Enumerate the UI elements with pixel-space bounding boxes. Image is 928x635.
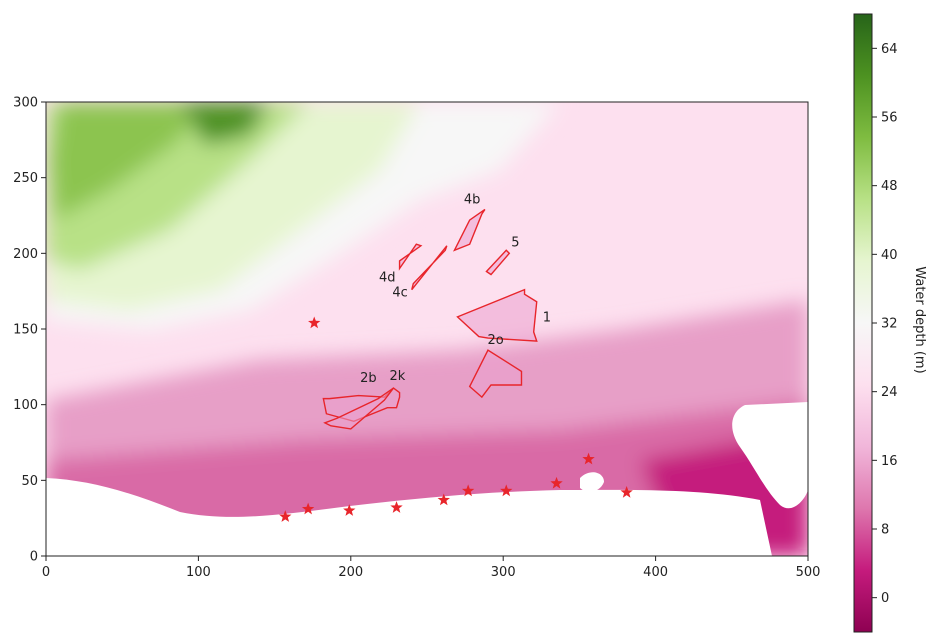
y-tick-label: 0 bbox=[30, 550, 38, 565]
polygon-label-2b: 2b bbox=[360, 371, 377, 386]
survey-polygons bbox=[322, 208, 538, 430]
station-marker bbox=[279, 510, 292, 522]
station-marker bbox=[620, 485, 633, 498]
station-marker bbox=[390, 501, 403, 513]
land-mask-south bbox=[46, 478, 772, 556]
colorbar-tick-label: 48 bbox=[881, 179, 898, 194]
station-marker bbox=[461, 484, 475, 497]
survey-polygon-2k bbox=[323, 387, 395, 430]
colorbar-tick-label: 0 bbox=[881, 591, 889, 606]
colorbar-tick-label: 32 bbox=[881, 317, 898, 332]
survey-polygon-4b bbox=[452, 208, 486, 252]
y-tick-label: 100 bbox=[13, 398, 38, 413]
land-mask-east bbox=[732, 402, 808, 509]
y-axis: 0 50 100 150 200 250 300 bbox=[13, 96, 46, 565]
colorbar-ticks: 0 8 16 24 32 40 48 56 64 bbox=[872, 42, 898, 606]
survey-polygon-2o bbox=[468, 349, 523, 399]
colorbar-tick-label: 64 bbox=[881, 42, 898, 57]
station-marker bbox=[500, 484, 513, 497]
x-tick-label: 0 bbox=[42, 565, 50, 580]
heatmap-field bbox=[46, 102, 808, 556]
x-tick-label: 400 bbox=[643, 565, 668, 580]
survey-polygon-5 bbox=[485, 249, 511, 276]
x-tick-label: 200 bbox=[338, 565, 363, 580]
station-marker bbox=[343, 504, 356, 516]
station-marker bbox=[550, 476, 563, 489]
polygon-label-5: 5 bbox=[511, 235, 519, 250]
polygon-label-1: 1 bbox=[543, 310, 551, 325]
patch-dark-green bbox=[180, 102, 270, 145]
survey-polygon-4c bbox=[411, 245, 448, 291]
polygon-label-4d: 4d bbox=[379, 271, 396, 286]
polygon-label-4b: 4b bbox=[464, 192, 481, 207]
station-marker bbox=[301, 502, 315, 515]
y-tick-label: 150 bbox=[13, 323, 38, 338]
polygon-label-4c: 4c bbox=[392, 286, 407, 301]
colorbar-label: Water depth (m) bbox=[912, 266, 927, 373]
survey-polygon-4d bbox=[398, 243, 423, 271]
land-mask-island bbox=[580, 472, 604, 492]
x-tick-label: 100 bbox=[186, 565, 211, 580]
colorbar-tick-label: 24 bbox=[881, 385, 898, 400]
polygon-label-2o: 2o bbox=[487, 333, 503, 348]
colorbar-tick-label: 40 bbox=[881, 248, 898, 263]
colorbar-tick-label: 8 bbox=[881, 523, 889, 538]
station-markers bbox=[279, 316, 633, 522]
x-axis: 0 100 200 300 400 500 bbox=[42, 556, 821, 580]
colorbar-tick-label: 56 bbox=[881, 111, 898, 126]
colorbar-tick-label: 16 bbox=[881, 454, 898, 469]
y-tick-label: 300 bbox=[13, 96, 38, 111]
x-tick-label: 300 bbox=[491, 565, 516, 580]
x-tick-label: 500 bbox=[796, 565, 821, 580]
survey-polygon-1 bbox=[456, 288, 538, 342]
patch-green bbox=[50, 102, 200, 220]
y-tick-label: 250 bbox=[13, 171, 38, 186]
station-marker bbox=[437, 493, 450, 506]
colorbar bbox=[853, 13, 873, 633]
polygon-label-2k: 2k bbox=[389, 369, 405, 384]
y-tick-label: 50 bbox=[21, 474, 38, 489]
station-marker bbox=[582, 452, 595, 465]
y-tick-label: 200 bbox=[13, 247, 38, 262]
station-marker bbox=[308, 316, 321, 329]
